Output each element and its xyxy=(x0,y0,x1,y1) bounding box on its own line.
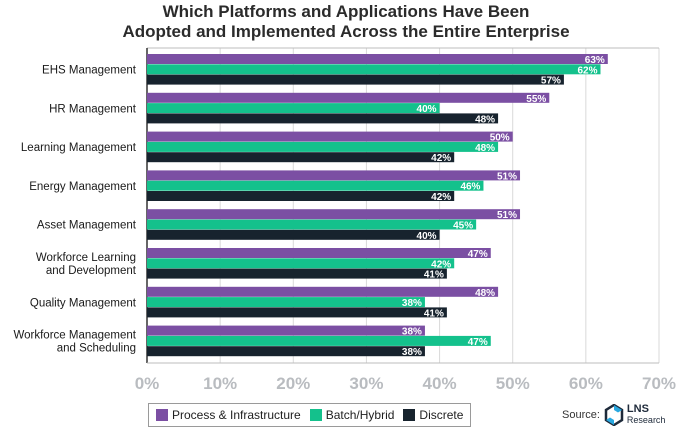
bar xyxy=(147,191,455,201)
bar-value-label: 38% xyxy=(402,298,422,309)
bar-value-label: 45% xyxy=(453,220,473,231)
category-label: Learning Management xyxy=(21,142,137,154)
x-tick-label: 20% xyxy=(276,374,310,393)
bar xyxy=(147,229,440,240)
legend-item-process: Process & Infrastructure xyxy=(156,408,301,422)
bar-value-label: 62% xyxy=(577,65,597,76)
bar xyxy=(147,74,564,85)
category-label: Asset Management xyxy=(37,220,137,232)
legend-swatch-batch xyxy=(309,409,322,421)
chart-legend: Process & Infrastructure Batch/Hybrid Di… xyxy=(148,403,472,427)
bar-value-label: 50% xyxy=(490,133,510,144)
lns-logo-icon xyxy=(604,404,624,426)
bar-value-label: 42% xyxy=(431,192,451,203)
bar xyxy=(147,103,440,114)
legend-swatch-discrete xyxy=(403,409,416,421)
category-label: HR Management xyxy=(49,103,137,115)
legend-label-discrete: Discrete xyxy=(419,408,464,422)
category-label: Quality Management xyxy=(30,297,137,309)
category-label: and Development xyxy=(46,265,137,277)
bar-value-label: 40% xyxy=(417,231,437,242)
bar-value-label: 48% xyxy=(475,288,495,299)
bar-value-label: 51% xyxy=(497,210,517,221)
bar-value-label: 47% xyxy=(468,249,488,260)
legend-item-batch: Batch/Hybrid xyxy=(309,408,395,422)
bar-chart: 0% 10% 20% 30% 40% 50% 60% 70% 63%62% 57% EHS Mana… xyxy=(13,47,676,393)
bar-value-label: 41% xyxy=(424,308,444,319)
category-label: Energy Management xyxy=(29,181,137,193)
category-label: EHS Management xyxy=(42,64,137,76)
bar-value-label: 47% xyxy=(468,337,488,348)
bar xyxy=(147,219,477,230)
bar xyxy=(147,131,513,142)
x-tick-label: 10% xyxy=(203,374,237,393)
source-label: Source: xyxy=(562,409,600,421)
bar xyxy=(147,64,601,75)
bar xyxy=(147,248,491,258)
legend-label-batch: Batch/Hybrid xyxy=(325,408,395,422)
bar-value-label: 63% xyxy=(585,55,605,66)
x-tick-label: 50% xyxy=(496,374,530,393)
source-attribution: Source: LNS Research xyxy=(562,404,665,426)
bar-value-label: 57% xyxy=(541,76,561,87)
bar xyxy=(147,297,425,308)
legend-swatch-process xyxy=(156,409,168,421)
bar-value-label: 48% xyxy=(475,114,495,125)
bar xyxy=(147,54,608,64)
bar xyxy=(147,335,491,346)
category-label: Workforce Learning xyxy=(36,252,136,264)
chart-title-line-1: Which Platforms and Applications Have Be… xyxy=(162,2,530,21)
x-tick-label: 40% xyxy=(423,374,457,393)
x-tick-label: 30% xyxy=(349,374,383,393)
bar-value-label: 40% xyxy=(417,104,437,115)
bar-value-label: 38% xyxy=(402,347,422,358)
bar-value-label: 42% xyxy=(431,153,451,164)
bar-value-label: 41% xyxy=(424,270,444,281)
bar xyxy=(147,180,484,191)
bar xyxy=(147,209,521,220)
bar xyxy=(147,346,425,357)
bar xyxy=(147,325,425,336)
category-label: Workforce Management xyxy=(13,330,136,342)
bar-value-label: 51% xyxy=(497,171,517,182)
bar-value-label: 38% xyxy=(402,327,422,338)
bar-value-label: 48% xyxy=(475,143,495,154)
x-tick-label: 0% xyxy=(135,374,160,393)
bar xyxy=(147,286,499,297)
bar-value-label: 46% xyxy=(460,182,480,193)
bar xyxy=(147,307,447,318)
bar-value-label: 42% xyxy=(431,259,451,270)
bar-value-label: 55% xyxy=(526,94,546,105)
bar xyxy=(147,170,521,181)
bar xyxy=(147,152,455,163)
bar xyxy=(147,258,455,269)
bar xyxy=(147,113,499,124)
chart-title-line-2: Adopted and Implemented Across the Entir… xyxy=(122,22,570,41)
legend-item-discrete: Discrete xyxy=(403,408,463,422)
x-tick-label: 60% xyxy=(569,374,603,393)
bar xyxy=(147,268,447,279)
x-tick-label: 70% xyxy=(642,374,676,393)
category-label: and Scheduling xyxy=(57,343,136,355)
bar xyxy=(147,141,499,152)
logo-text-line-1: LNS xyxy=(626,403,649,415)
logo-text: LNS Research xyxy=(627,404,666,426)
legend-label-process: Process & Infrastructure xyxy=(172,408,301,422)
bar xyxy=(147,92,550,103)
logo-text-line-2: Research xyxy=(626,415,666,425)
chart-title: Which Platforms and Applications Have Be… xyxy=(0,2,692,42)
